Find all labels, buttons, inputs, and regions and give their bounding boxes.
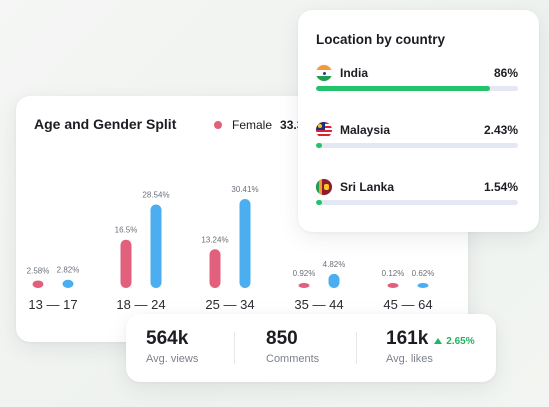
age-gender-title: Age and Gender Split bbox=[34, 116, 177, 132]
country-value: 2.43% bbox=[483, 123, 518, 137]
stats-card: 564k Avg. views 850 Comments 161k 2.65% … bbox=[126, 314, 496, 382]
country-value: 1.54% bbox=[483, 180, 518, 194]
female-legend-dot bbox=[214, 121, 222, 129]
avg-likes-value: 161k bbox=[386, 328, 429, 349]
bar-male-2 bbox=[239, 199, 251, 288]
data-label-male-0: 2.82% bbox=[57, 266, 80, 275]
comments-value: 850 bbox=[266, 328, 298, 349]
bar-male-0 bbox=[62, 279, 74, 288]
x-tick-label-4: 45 — 64 bbox=[383, 297, 432, 312]
bar-male-3 bbox=[328, 273, 340, 288]
bar-female-0 bbox=[32, 280, 44, 288]
country-name: Sri Lanka bbox=[340, 180, 395, 194]
country-name: Malaysia bbox=[340, 123, 391, 137]
data-label-female-4: 0.12% bbox=[382, 269, 405, 278]
avg-likes-label: Avg. likes bbox=[386, 353, 433, 365]
india-flag-icon bbox=[316, 65, 332, 81]
location-title: Location by country bbox=[316, 32, 446, 47]
x-tick-label-0: 13 — 17 bbox=[28, 297, 77, 312]
malaysia-flag-icon bbox=[316, 122, 332, 138]
bar-female-4 bbox=[387, 283, 399, 288]
avg-views-label: Avg. views bbox=[146, 353, 199, 365]
data-label-male-2: 30.41% bbox=[231, 185, 258, 194]
country-item-india[interactable]: India 86% bbox=[316, 64, 518, 91]
data-label-male-3: 4.82% bbox=[323, 260, 346, 269]
country-progress-fill bbox=[316, 200, 323, 205]
legend-label-female: Female bbox=[232, 118, 273, 132]
country-value: 86% bbox=[493, 66, 518, 80]
data-label-female-1: 16.5% bbox=[115, 226, 138, 235]
country-item-sri-lanka[interactable]: Sri Lanka 1.54% bbox=[316, 178, 518, 205]
comments-label: Comments bbox=[266, 353, 320, 365]
data-label-male-1: 28.54% bbox=[142, 190, 169, 199]
bar-female-2 bbox=[209, 249, 221, 288]
bar-male-4 bbox=[417, 283, 429, 288]
x-tick-label-2: 25 — 34 bbox=[205, 297, 254, 312]
data-label-female-0: 2.58% bbox=[27, 266, 50, 275]
bar-male-1 bbox=[150, 204, 162, 288]
legend-percent-female: 33.3 bbox=[280, 118, 304, 132]
country-item-malaysia[interactable]: Malaysia 2.43% bbox=[316, 121, 518, 148]
bar-female-1 bbox=[120, 239, 132, 288]
country-progress-track bbox=[316, 143, 518, 148]
country-progress-fill bbox=[316, 86, 490, 91]
location-card: Location by country India 86% Malaysia 2… bbox=[298, 10, 539, 232]
country-progress-track bbox=[316, 86, 518, 91]
data-label-male-4: 0.62% bbox=[412, 269, 435, 278]
chart-legend[interactable]: Female 33.3 bbox=[214, 118, 303, 132]
data-label-female-3: 0.92% bbox=[293, 269, 316, 278]
stat-comments: 850 Comments bbox=[266, 328, 319, 365]
stat-avg-views: 564k Avg. views bbox=[146, 328, 198, 365]
sri-lanka-flag-icon bbox=[316, 179, 332, 195]
likes-delta-value: 2.65% bbox=[446, 335, 475, 347]
x-tick-label-1: 18 — 24 bbox=[116, 297, 165, 312]
stats-divider bbox=[234, 332, 235, 364]
likes-delta-badge: 2.65% bbox=[434, 335, 475, 347]
x-tick-label-3: 35 — 44 bbox=[294, 297, 343, 312]
data-label-female-2: 13.24% bbox=[201, 235, 228, 244]
avg-views-value: 564k bbox=[146, 328, 189, 349]
trend-up-icon bbox=[434, 338, 443, 344]
age-gender-chart: 2.58% 16.5% 13.24% 0.92% 0.12% 2.82% 28.54% 30.… bbox=[27, 185, 435, 312]
country-progress-track bbox=[316, 200, 518, 205]
country-progress-fill bbox=[316, 143, 323, 148]
stat-avg-likes: 161k 2.65% Avg. likes bbox=[386, 328, 475, 365]
country-name: India bbox=[340, 66, 369, 80]
bar-female-3 bbox=[298, 283, 310, 288]
stats-divider bbox=[356, 332, 357, 364]
